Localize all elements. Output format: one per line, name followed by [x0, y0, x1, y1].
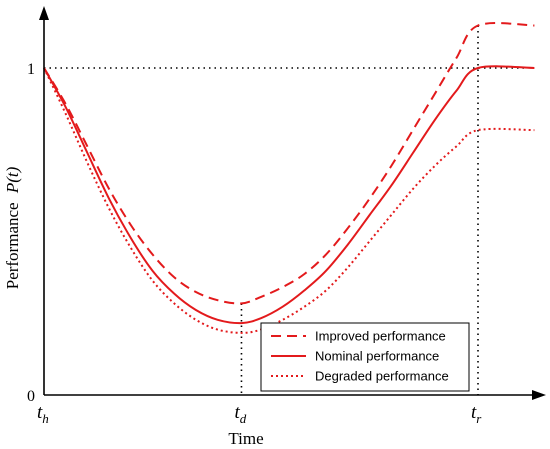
y-axis-arrow	[39, 6, 49, 20]
x-tick-subscript: h	[42, 411, 49, 426]
x-tick-base: t	[37, 402, 43, 423]
x-tick-subscript: r	[476, 411, 482, 426]
y-tick-label: 1	[27, 61, 35, 78]
x-axis-label: Time	[228, 429, 263, 448]
series-layer	[43, 22, 535, 334]
legend: Improved performance Nominal performance D…	[260, 322, 470, 392]
x-tick-base: t	[234, 402, 240, 423]
series-line-dotted	[43, 67, 535, 334]
axes	[39, 6, 546, 400]
legend-label: Nominal performance	[315, 349, 439, 364]
y-axis-label-symbol: P(t)	[3, 166, 22, 194]
guide-lines	[44, 25, 526, 395]
x-tick-labels: th td tr	[37, 402, 482, 426]
y-axis-label-text: Performance	[3, 202, 22, 289]
series-line-dashed	[43, 22, 535, 305]
x-tick-base: t	[471, 402, 477, 423]
x-tick-label: td	[234, 402, 246, 426]
legend-label: Degraded performance	[315, 369, 449, 384]
legend-label: Improved performance	[315, 329, 446, 344]
y-axis-label: Performance P(t)	[3, 166, 22, 289]
y-tick-label: 0	[27, 388, 35, 405]
y-tick-labels: 01	[27, 61, 35, 405]
x-axis-arrow	[532, 390, 546, 400]
x-tick-label: tr	[471, 402, 482, 426]
x-tick-label: th	[37, 402, 49, 426]
x-tick-subscript: d	[240, 411, 247, 426]
series-line-solid	[43, 65, 535, 325]
